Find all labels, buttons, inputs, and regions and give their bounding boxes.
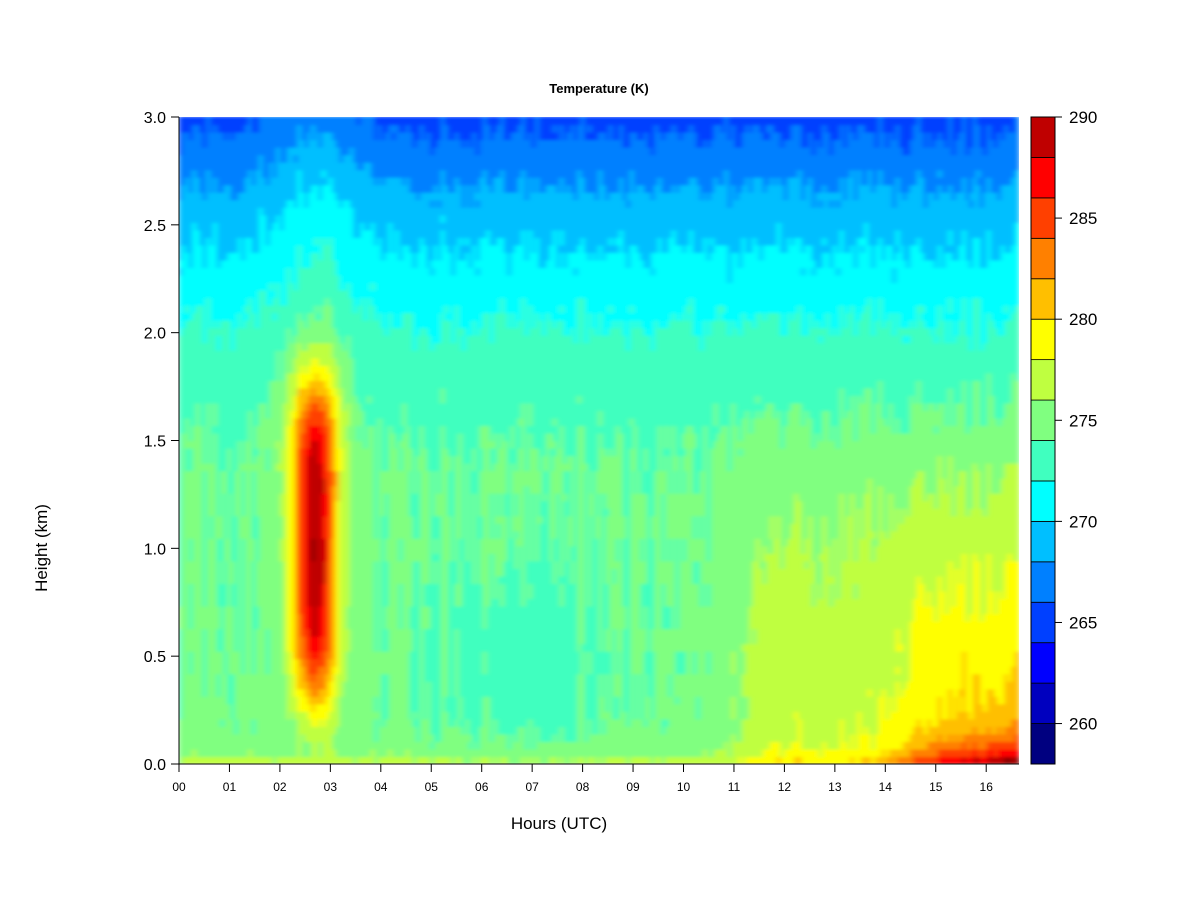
heatmap-field	[178, 116, 1019, 764]
chart-title: Temperature (K)	[549, 81, 648, 96]
plot-area	[178, 116, 1019, 764]
